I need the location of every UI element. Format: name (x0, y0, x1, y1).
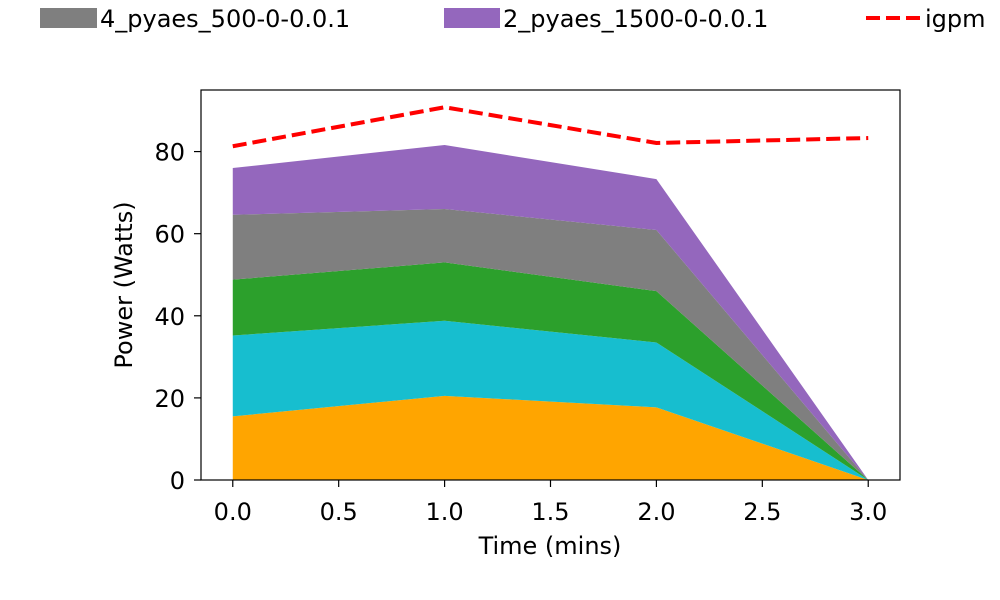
x-tick-label: 2.5 (743, 498, 781, 526)
legend-label-2-pyaes-1500: 2_pyaes_1500-0-0.0.1 (503, 5, 768, 33)
y-tick-label: 20 (154, 385, 185, 413)
x-tick-label: 0.0 (214, 498, 252, 526)
x-tick-label: 1.0 (426, 498, 464, 526)
x-tick-label: 1.5 (531, 498, 569, 526)
area-series-2 (232, 320, 869, 480)
area-series-5 (232, 145, 869, 480)
y-tick-label: 80 (154, 139, 185, 167)
legend: 4_pyaes_500-0-0.0.1 2_pyaes_1500-0-0.0.1… (40, 5, 986, 33)
igpm-line-group (232, 105, 869, 149)
legend-swatch-2-pyaes-1500 (444, 8, 500, 28)
area-series-3 (232, 262, 869, 480)
legend-label-igpm: igpm (925, 5, 986, 33)
y-axis-ticks: 0 20 40 60 80 (154, 139, 201, 495)
x-tick-label: 3.0 (849, 498, 887, 526)
legend-swatch-4-pyaes-500 (40, 8, 97, 28)
x-axis-ticks: 0.0 0.5 1.0 1.5 2.0 2.5 3.0 (214, 480, 887, 526)
y-tick-label: 0 (170, 467, 185, 495)
area-series-group (232, 145, 869, 481)
area-series-4 (232, 209, 869, 481)
igpm-dashed-line (232, 105, 869, 149)
y-tick-label: 60 (154, 221, 185, 249)
area-series-1 (232, 395, 869, 480)
y-tick-label: 40 (154, 303, 185, 331)
y-axis-label: Power (Watts) (110, 201, 138, 368)
x-axis-label: Time (mins) (478, 532, 622, 560)
x-tick-label: 0.5 (320, 498, 358, 526)
legend-label-4-pyaes-500: 4_pyaes_500-0-0.0.1 (100, 5, 350, 33)
x-tick-label: 2.0 (637, 498, 675, 526)
